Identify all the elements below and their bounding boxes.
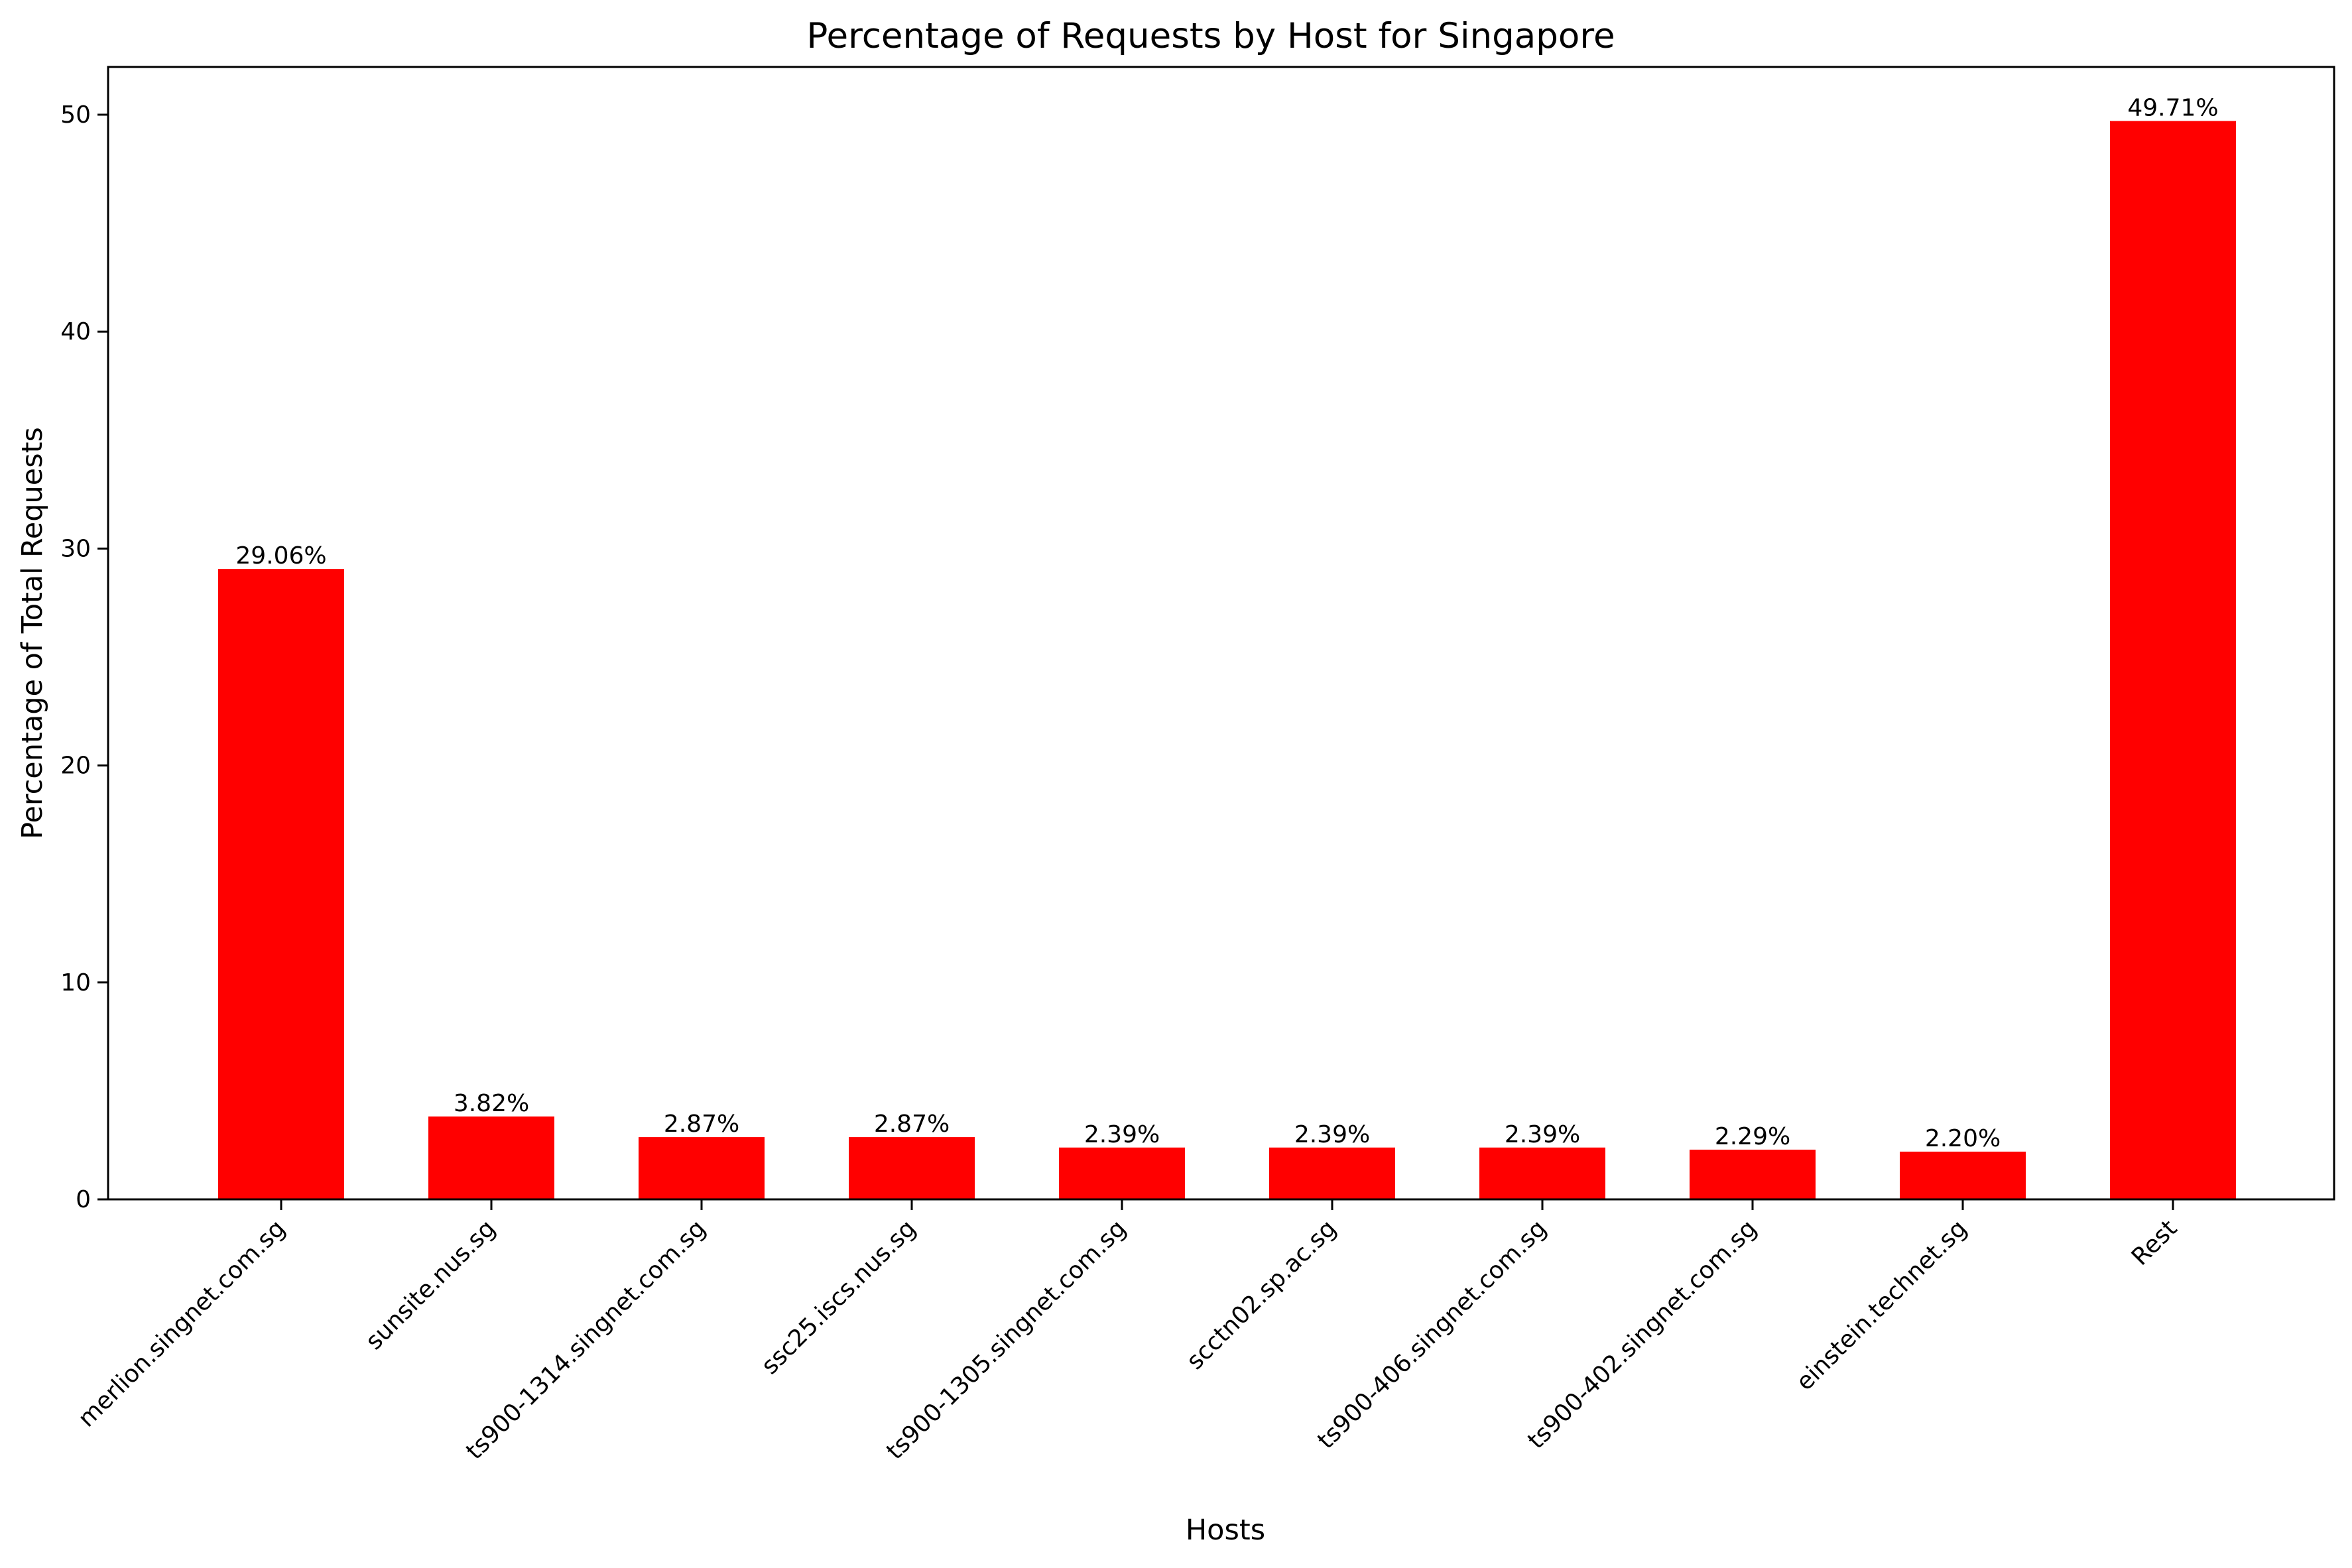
y-tick-label: 10 [60, 969, 91, 996]
bar-data-label: 49.71% [2127, 94, 2218, 121]
bar-data-label: 29.06% [235, 542, 326, 570]
y-tick-label: 40 [60, 318, 91, 345]
x-axis-ticks: merlion.singnet.com.sg sunsite.nus.sgts90… [73, 1199, 2182, 1465]
x-tick-label: ts900-402.singnet.com.sg [1522, 1215, 1762, 1454]
x-tick-label: einstein.technet.sg [1791, 1215, 1972, 1396]
bar [2110, 121, 2236, 1200]
bar-data-label: 2.87% [664, 1111, 739, 1138]
y-tick-label: 20 [60, 753, 91, 780]
bar [1900, 1152, 2026, 1199]
bar [1059, 1147, 1185, 1199]
y-tick-label: 0 [76, 1186, 91, 1213]
bar-data-label: 2.39% [1505, 1121, 1580, 1148]
bar [1690, 1150, 1816, 1199]
x-tick-label: ts900-406.singnet.com.sg [1312, 1215, 1552, 1454]
x-tick-label: ssc25.iscs.nus.sg [757, 1215, 922, 1380]
bar [849, 1137, 975, 1199]
x-tick-label: Rest [2127, 1215, 2182, 1270]
x-tick-label: merlion.singnet.com.sg [73, 1215, 290, 1432]
x-tick-label: ts900-1314.singnet.com.sg [461, 1215, 711, 1465]
bar-data-label: 3.82% [454, 1090, 529, 1117]
y-axis-ticks: 0 10 20 30 40 50 [60, 101, 108, 1213]
bar-data-label: 2.87% [874, 1111, 950, 1138]
bar-data-label: 2.39% [1294, 1121, 1370, 1148]
plot-frame [107, 66, 2335, 1201]
y-tick-label: 30 [60, 535, 91, 562]
chart-title: Percentage of Requests by Host for Singa… [806, 16, 1615, 56]
bar-data-labels: 29.06% 3.82% 2.87% 2.87% 2.39% 2.39% 2.39% 2.29… [235, 94, 2218, 1152]
bar [1269, 1147, 1395, 1199]
x-tick-label: scctn02.sp.ac.sg [1182, 1215, 1341, 1374]
x-axis-label: Hosts [1186, 1514, 1265, 1547]
y-axis-label: Percentage of Total Requests [16, 427, 49, 839]
bar [639, 1137, 765, 1199]
bar [1479, 1147, 1605, 1199]
bar-data-label: 2.29% [1715, 1123, 1790, 1150]
x-tick-label: sunsite.nus.sg [361, 1215, 501, 1355]
x-tick-label: ts900-1305.singnet.com.sg [881, 1215, 1131, 1465]
bar-data-label: 2.39% [1084, 1121, 1160, 1148]
bars [218, 121, 2236, 1200]
bar [428, 1116, 554, 1199]
bar [218, 569, 344, 1199]
y-tick-label: 50 [60, 101, 91, 129]
bar-data-label: 2.20% [1925, 1125, 2001, 1152]
